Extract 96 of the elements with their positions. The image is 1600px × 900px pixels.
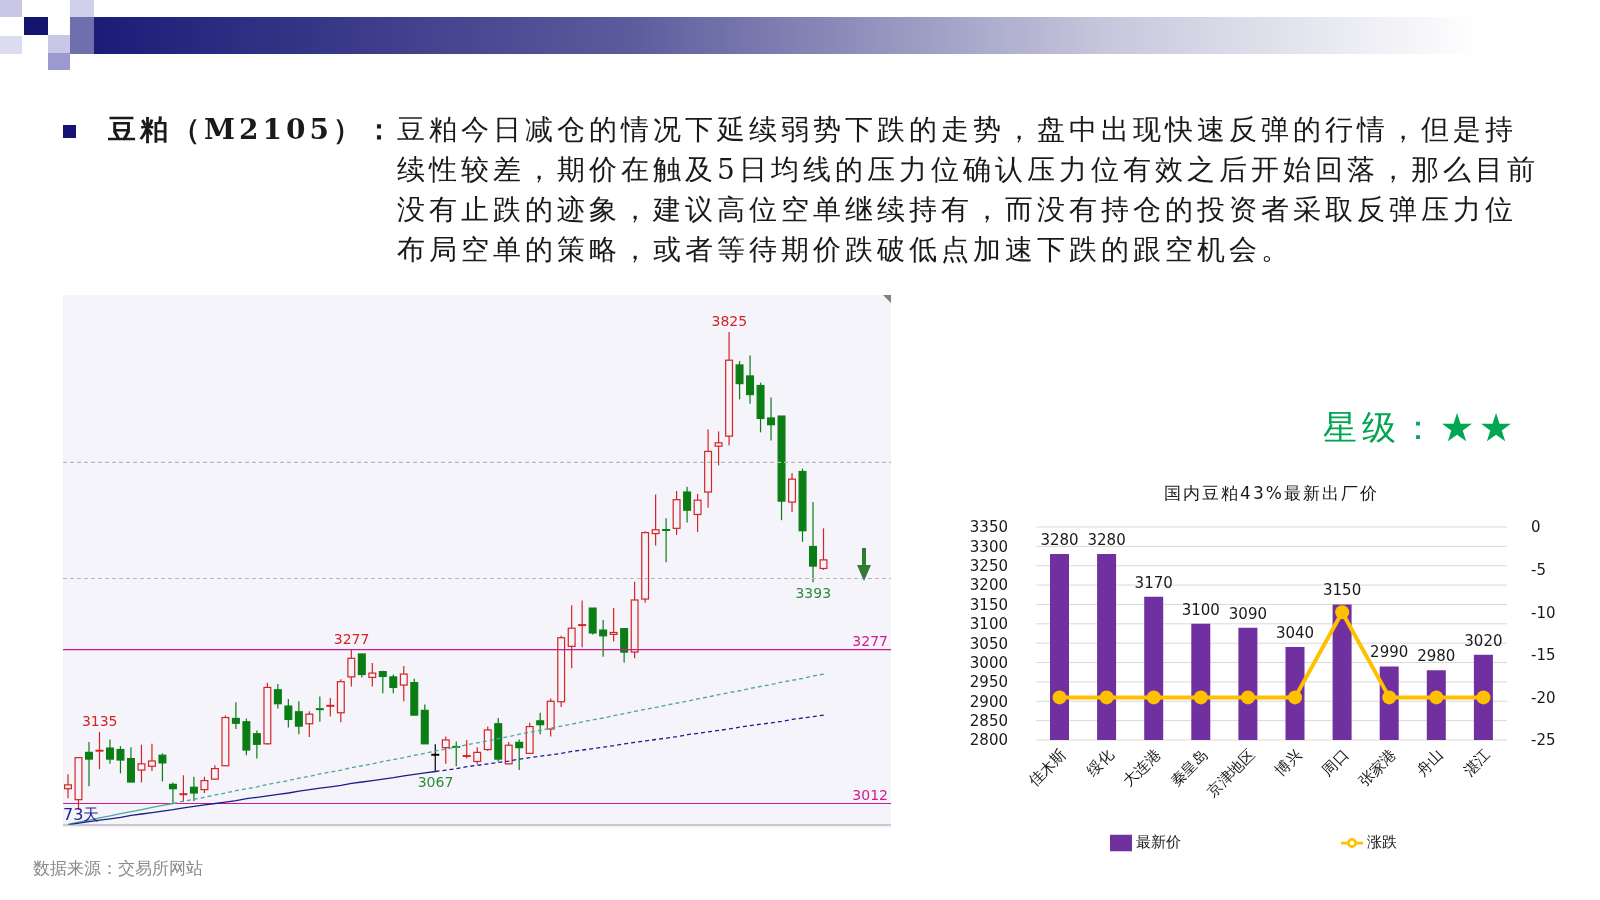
candlestick <box>735 360 744 400</box>
candlestick <box>399 665 408 702</box>
annotation: 3393 <box>795 585 832 602</box>
candlestick <box>788 472 797 513</box>
x-tick-label: 周口 <box>1318 745 1353 780</box>
data-label: 3040 <box>1275 624 1315 643</box>
candlestick <box>168 781 177 805</box>
candlestick <box>284 698 293 729</box>
legend-label: 最新价 <box>1136 832 1181 851</box>
candlestick <box>368 662 377 688</box>
y-tick-label: 3300 <box>969 537 1008 556</box>
y2-tick-label: -10 <box>1531 603 1556 622</box>
text: 星级：★★ <box>1323 407 1518 447</box>
y2-tick-label: -5 <box>1531 560 1546 579</box>
data-label: 3150 <box>1323 581 1362 600</box>
candlestick <box>651 493 660 547</box>
y2-tick-label: -15 <box>1531 646 1556 665</box>
candlestick <box>515 738 524 771</box>
x-tick-label: 绥化 <box>1083 745 1118 780</box>
candlestick <box>252 729 261 760</box>
data-label: 3090 <box>1228 604 1267 623</box>
annotation: 3012 <box>852 786 888 803</box>
candlestick <box>116 745 125 775</box>
candlestick <box>94 731 105 770</box>
x-tick-label: 佳木斯 <box>1025 745 1070 791</box>
candlestick <box>461 739 472 760</box>
candlestick <box>599 619 608 658</box>
legend-label: 涨跌 <box>1367 832 1397 851</box>
x-tick-label: 博兴 <box>1271 745 1306 780</box>
data-label: 2980 <box>1417 647 1456 666</box>
candlestick <box>746 354 755 405</box>
candlestick <box>314 695 325 723</box>
candlestick <box>137 744 146 784</box>
data-label: 3280 <box>1040 531 1079 550</box>
candlestick <box>441 736 450 765</box>
y-tick-label: 2800 <box>969 731 1008 750</box>
candlestick <box>189 776 198 802</box>
candlestick <box>389 673 398 694</box>
candlestick <box>819 527 828 571</box>
x-tick-label: 舟山 <box>1412 745 1447 780</box>
candlestick <box>661 517 672 563</box>
candlestick <box>609 607 618 643</box>
x-tick-label: 湛江 <box>1459 745 1494 780</box>
candlestick <box>147 743 156 772</box>
chart-title: 国内豆粕43%最新出厂价 <box>1164 483 1379 503</box>
candlestick <box>305 710 314 738</box>
y-tick-label: 3350 <box>969 518 1008 537</box>
y-tick-label: 2900 <box>969 692 1008 711</box>
annotation: 3277 <box>333 630 370 647</box>
y-tick-label: 3100 <box>969 615 1008 634</box>
text: 豆粕今日减仓的情况下延续弱势下跌的走势，盘中出现快速反弹的行情，但是持续性较差，期价在触及5日均线的压力位确认压力位有效之后开始回落，那么目前没有止跌的迹象，建议高位空单继续持有，而没有持仓的投资者采取反弹压力位布局空单的策略，或者等待期价跌破低点加速下跌的跟空机会。 <box>396 112 1540 268</box>
y-tick-label: 3200 <box>969 576 1008 595</box>
candlestick <box>158 752 167 783</box>
y-tick-label: 3150 <box>969 595 1008 614</box>
candlestick <box>273 683 282 710</box>
annotation: 3067 <box>417 774 454 791</box>
candlestick <box>231 701 240 730</box>
source-note: 数据来源：交易所网站 <box>33 858 203 878</box>
x-tick-label: 大连港 <box>1119 745 1165 791</box>
y-tick-label: 3050 <box>969 634 1008 653</box>
data-label: 2990 <box>1370 643 1409 662</box>
y-tick-label: 2850 <box>969 711 1008 730</box>
data-label: 3100 <box>1181 600 1220 619</box>
candlestick <box>714 430 723 466</box>
x-tick-label: 张家港 <box>1355 745 1400 791</box>
y2-tick-label: -20 <box>1531 688 1556 707</box>
candlestick <box>483 725 492 752</box>
y-tick-label: 3000 <box>969 653 1008 672</box>
annotation: 3825 <box>711 313 748 329</box>
y-tick-label: 2950 <box>969 673 1008 692</box>
annotation: 3277 <box>852 632 888 649</box>
candlestick <box>567 604 576 669</box>
data-label: 3280 <box>1087 531 1126 550</box>
candlestick <box>84 741 93 787</box>
candlestick <box>294 700 303 735</box>
candlestick <box>430 743 441 773</box>
data-label: 3020 <box>1464 631 1503 650</box>
candlestick <box>357 653 366 678</box>
candlestick <box>693 493 702 533</box>
annotation: 3135 <box>81 712 118 729</box>
y-tick-label: 3250 <box>969 557 1008 576</box>
y2-tick-label: -25 <box>1531 731 1556 750</box>
candlestick <box>620 627 629 664</box>
candlestick <box>683 486 692 524</box>
candlestick <box>347 649 356 688</box>
candlestick <box>325 697 336 718</box>
data-label: 3170 <box>1134 573 1173 592</box>
candlestick <box>577 599 588 648</box>
candlestick <box>809 501 818 583</box>
candlestick <box>105 738 114 765</box>
candlestick <box>126 746 135 784</box>
candlestick <box>178 774 189 803</box>
candlestick <box>767 396 776 442</box>
y2-tick-label: 0 <box>1531 518 1541 537</box>
text: 豆粕（M2105）： <box>108 112 397 148</box>
candlestick <box>536 712 545 735</box>
